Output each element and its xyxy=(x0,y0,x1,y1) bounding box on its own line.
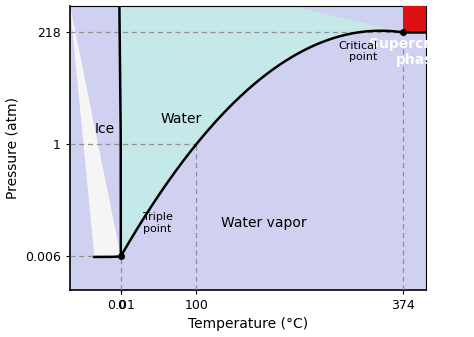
Polygon shape xyxy=(403,5,426,32)
X-axis label: Temperature (°C): Temperature (°C) xyxy=(188,317,308,332)
Text: Water vapor: Water vapor xyxy=(221,216,307,230)
Text: Supercritical
phase: Supercritical phase xyxy=(369,37,469,67)
Text: Water: Water xyxy=(161,112,202,126)
Y-axis label: Pressure (atm): Pressure (atm) xyxy=(6,97,19,199)
Text: Triple
point: Triple point xyxy=(144,212,173,234)
Polygon shape xyxy=(70,5,426,290)
Polygon shape xyxy=(119,0,403,256)
Text: Critical
point: Critical point xyxy=(338,41,377,62)
Polygon shape xyxy=(70,0,121,257)
Text: Ice: Ice xyxy=(94,122,114,136)
